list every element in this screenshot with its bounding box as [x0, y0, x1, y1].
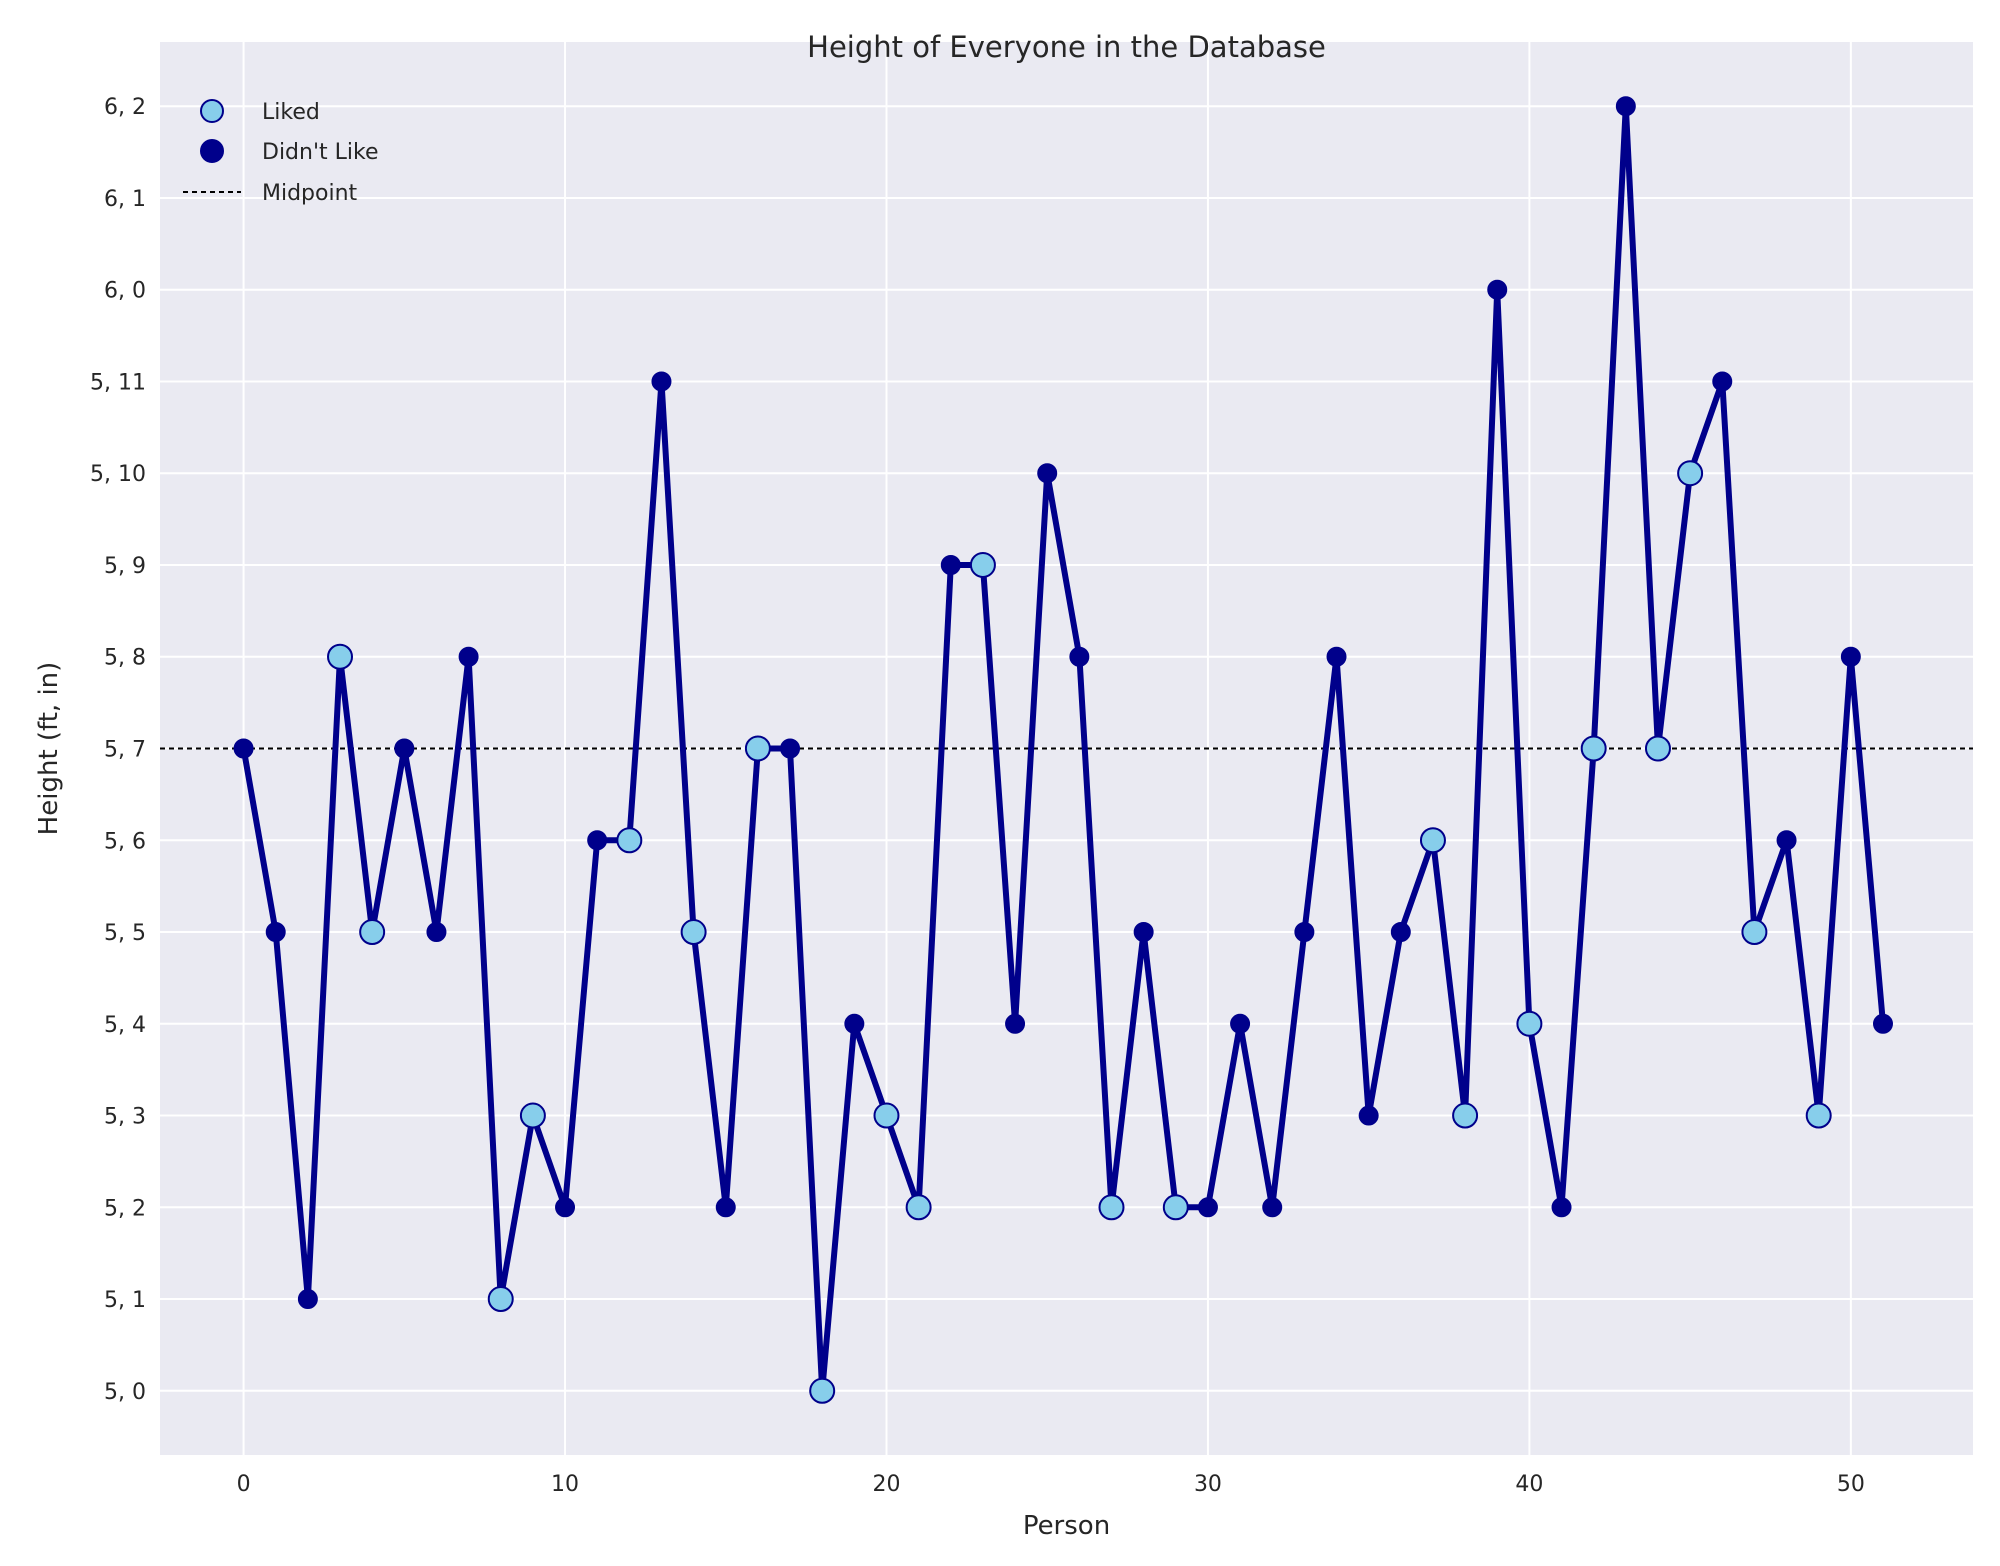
- y-tick-label: 5, 10: [90, 462, 146, 487]
- didnt-like-point: [1294, 922, 1315, 943]
- liked-point: [616, 827, 643, 854]
- liked-point: [1677, 460, 1704, 487]
- y-tick-label: 5, 6: [104, 829, 146, 854]
- didnt-like-point: [1037, 463, 1058, 484]
- liked-point: [1805, 1102, 1832, 1129]
- y-tick-label: 5, 7: [104, 738, 146, 763]
- didnt-like-point: [844, 1013, 865, 1034]
- liked-point: [873, 1102, 900, 1129]
- didnt-like-point: [780, 738, 801, 759]
- liked-point: [1452, 1102, 1479, 1129]
- y-tick-label: 6, 2: [104, 95, 146, 120]
- y-tick-label: 5, 9: [104, 554, 146, 579]
- didnt-like-point: [1133, 922, 1154, 943]
- liked-point: [359, 919, 386, 946]
- x-tick-label: 30: [1194, 1472, 1222, 1497]
- didnt-like-point: [1872, 1013, 1893, 1034]
- didnt-like-point: [1776, 830, 1797, 851]
- y-tick-label: 5, 2: [104, 1196, 146, 1221]
- didnt-like-point: [1840, 646, 1861, 667]
- didnt-like-point: [1551, 1197, 1572, 1218]
- chart-title: Height of Everyone in the Database: [807, 30, 1326, 64]
- didnt-like-point: [265, 922, 286, 943]
- x-tick-label: 50: [1837, 1472, 1865, 1497]
- liked-point: [1516, 1010, 1543, 1037]
- liked-point: [969, 551, 996, 578]
- x-tick-label: 40: [1515, 1472, 1543, 1497]
- didnt-like-point: [587, 830, 608, 851]
- liked-point: [1419, 827, 1446, 854]
- markers: [233, 96, 1893, 1404]
- liked-point: [744, 735, 771, 762]
- y-tick-label: 5, 0: [104, 1380, 146, 1405]
- didnt-like-point: [233, 738, 254, 759]
- x-axis-label: Person: [1023, 1511, 1110, 1541]
- didnt-like-point: [426, 922, 447, 943]
- didnt-like-point: [458, 646, 479, 667]
- legend-midpoint-label: Midpoint: [262, 181, 358, 206]
- didnt-like-point: [297, 1289, 318, 1310]
- liked-point: [519, 1102, 546, 1129]
- y-tick-label: 5, 4: [104, 1013, 146, 1038]
- x-tick-label: 0: [237, 1472, 251, 1497]
- didnt-like-point: [1326, 646, 1347, 667]
- x-tick-labels: 0 10 20 30 40 50: [237, 1472, 1865, 1497]
- didnt-like-point: [1390, 922, 1411, 943]
- y-axis-label: Height (ft, in): [34, 662, 64, 836]
- legend-didnt-like-marker: [200, 139, 224, 163]
- liked-point: [1644, 735, 1671, 762]
- didnt-like-point: [1615, 96, 1636, 117]
- didnt-like-point: [555, 1197, 576, 1218]
- y-tick-label: 6, 1: [104, 187, 146, 212]
- y-tick-label: 5, 3: [104, 1105, 146, 1130]
- didnt-like-point: [940, 554, 961, 575]
- x-tick-label: 20: [872, 1472, 900, 1497]
- didnt-like-point: [651, 371, 672, 392]
- y-tick-label: 5, 11: [90, 370, 146, 395]
- x-tick-label: 10: [551, 1472, 579, 1497]
- didnt-like-point: [1005, 1013, 1026, 1034]
- didnt-like-point: [1487, 279, 1508, 300]
- grid: [160, 42, 1973, 1455]
- liked-point: [1580, 735, 1607, 762]
- legend: Liked Didn't Like Midpoint: [183, 99, 379, 206]
- didnt-like-point: [1069, 646, 1090, 667]
- y-tick-labels: 5, 0 5, 1 5, 2 5, 3 5, 4 5, 5 5, 6 5, 7 5, 8 5, 9…: [90, 95, 146, 1405]
- y-tick-label: 6, 0: [104, 279, 146, 304]
- liked-point: [680, 919, 707, 946]
- legend-liked-marker: [200, 99, 224, 123]
- liked-point: [1162, 1194, 1189, 1221]
- didnt-like-point: [1262, 1197, 1283, 1218]
- liked-point: [327, 643, 354, 670]
- height-series-line: [240, 103, 1886, 1394]
- y-tick-label: 5, 5: [104, 921, 146, 946]
- liked-point: [1098, 1194, 1125, 1221]
- liked-point: [809, 1377, 836, 1404]
- liked-point: [1741, 919, 1768, 946]
- didnt-like-point: [1358, 1105, 1379, 1126]
- didnt-like-point: [1197, 1197, 1218, 1218]
- legend-didnt-like-label: Didn't Like: [262, 140, 379, 165]
- y-tick-label: 5, 8: [104, 646, 146, 671]
- liked-point: [905, 1194, 932, 1221]
- y-tick-label: 5, 1: [104, 1288, 146, 1313]
- didnt-like-point: [715, 1197, 736, 1218]
- legend-liked-label: Liked: [262, 100, 320, 125]
- didnt-like-point: [1230, 1013, 1251, 1034]
- didnt-like-point: [1712, 371, 1733, 392]
- didnt-like-point: [394, 738, 415, 759]
- liked-point: [487, 1286, 514, 1313]
